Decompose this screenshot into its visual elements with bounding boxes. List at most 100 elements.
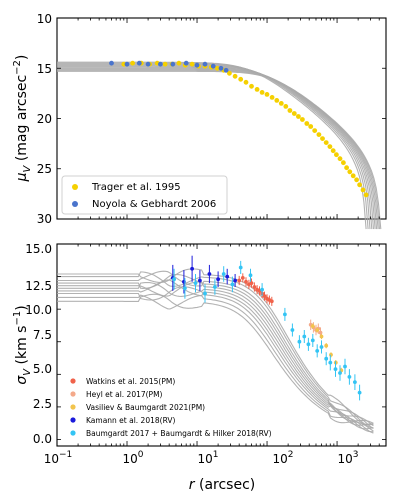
xtick-label-1e1: 101 — [197, 450, 218, 466]
bottom-data-point — [319, 345, 324, 349]
bottom-data-point — [230, 282, 235, 287]
legend-marker-baumgardt — [70, 430, 76, 436]
top-data-point — [238, 76, 244, 82]
top-data-point — [304, 121, 310, 126]
top-data-point — [278, 101, 284, 106]
bottom-data-point — [221, 272, 226, 276]
legend-marker-noyola — [72, 201, 78, 207]
bottom-data-point — [183, 286, 187, 291]
bottom-model-curve — [57, 294, 374, 434]
top-data-point — [350, 173, 356, 179]
top-ytick-label: 10 — [37, 12, 52, 26]
bottom-data-point — [240, 276, 245, 280]
bottom-data-point — [310, 324, 315, 328]
top-data-point — [124, 61, 130, 67]
bottom-data-point — [290, 328, 295, 332]
bottom-model-curve — [57, 286, 374, 433]
top-data-point — [189, 61, 195, 67]
top-data-point — [145, 61, 151, 67]
top-legend: Trager et al. 1995 Noyola & Gebhardt 200… — [61, 175, 228, 215]
legend-label-heyl: Heyl et al. 2017(PM) — [86, 390, 163, 399]
top-data-point — [214, 65, 220, 71]
legend-marker-heyl — [70, 391, 76, 397]
axis-ticks — [56, 17, 387, 446]
svg-text:101: 101 — [197, 450, 218, 466]
bottom-data-point — [357, 390, 362, 395]
top-data-point — [254, 87, 260, 92]
top-ytick-label: 15 — [37, 62, 52, 76]
top-data-point — [130, 60, 136, 66]
top-model-curve — [57, 70, 382, 230]
svg-text:100: 100 — [122, 450, 143, 466]
bottom-panel-frame — [56, 243, 387, 447]
legend-label-watkins: Watkins et al. 2015(PM) — [86, 377, 175, 386]
top-data-point — [136, 60, 142, 66]
svg-text:103: 103 — [337, 450, 358, 466]
bottom-ytick-label: 10.0 — [25, 303, 52, 317]
top-data-point — [183, 60, 189, 66]
top-data-point — [334, 152, 339, 158]
top-data-point — [283, 104, 289, 109]
bottom-model-curve — [57, 293, 374, 432]
top-data-point — [316, 132, 322, 138]
bottom-ytick-label: 5.0 — [33, 362, 52, 376]
svg-text:10−1: 10−1 — [44, 450, 73, 466]
top-data-point — [218, 65, 224, 71]
top-data-point — [269, 95, 275, 100]
bottom-data-point — [203, 291, 207, 296]
bottom-data-point — [233, 278, 238, 283]
xtick-label-1e2: 102 — [272, 450, 293, 466]
bottom-data-point — [338, 371, 342, 375]
top-data-point — [194, 62, 200, 68]
bottom-data-point — [260, 287, 264, 292]
top-data-point — [347, 169, 353, 175]
top-data-point — [312, 128, 318, 134]
legend-label-noyola: Noyola & Gebhardt 2006 — [92, 199, 216, 210]
bottom-data-point — [216, 277, 221, 282]
bottom-data-points — [170, 255, 362, 401]
top-data-point — [320, 136, 325, 142]
top-data-points — [109, 60, 369, 198]
bottom-data-point — [319, 334, 324, 339]
bottom-ytick-label: 12.5 — [25, 279, 52, 293]
bottom-data-point — [190, 266, 195, 271]
bottom-data-point — [302, 334, 307, 339]
bottom-data-point — [310, 338, 315, 343]
bottom-data-point — [297, 339, 302, 344]
top-legend-box — [61, 175, 228, 215]
top-data-point — [363, 192, 369, 198]
top-data-point — [158, 61, 163, 67]
top-ytick-label: 20 — [37, 112, 52, 126]
xtick-label-1e0: 100 — [122, 450, 143, 466]
xtick-label-1e-1: 10−1 — [44, 450, 73, 466]
bottom-ytick-label: 7.5 — [33, 328, 52, 342]
top-data-point — [202, 61, 208, 67]
top-data-point — [249, 83, 254, 89]
legend-marker-vasiliev — [70, 404, 76, 410]
bottom-data-point — [213, 285, 217, 289]
top-data-point — [232, 73, 238, 79]
bottom-data-point — [269, 299, 274, 304]
bottom-data-point — [238, 265, 243, 270]
bottom-data-point — [333, 367, 338, 371]
bottom-data-point — [237, 278, 242, 283]
bottom-data-point — [343, 364, 347, 369]
top-data-point — [296, 114, 301, 119]
legend-label-trager: Trager et al. 1995 — [91, 182, 181, 193]
bottom-data-point — [315, 328, 320, 332]
top-data-point — [176, 60, 182, 66]
top-data-point — [162, 61, 168, 67]
top-data-point — [323, 140, 329, 146]
bottom-ylabel: σV (km s−1) — [12, 305, 33, 384]
bottom-data-point — [225, 274, 230, 279]
bottom-data-point — [252, 285, 257, 289]
bottom-model-curve — [57, 271, 374, 429]
top-data-point — [341, 160, 346, 166]
bottom-data-point — [198, 278, 202, 283]
bottom-data-point — [347, 375, 352, 379]
bottom-ytick-label: 2.5 — [33, 397, 52, 411]
top-ytick-label: 25 — [37, 162, 52, 176]
top-data-point — [360, 187, 366, 193]
bottom-data-point — [306, 342, 311, 347]
